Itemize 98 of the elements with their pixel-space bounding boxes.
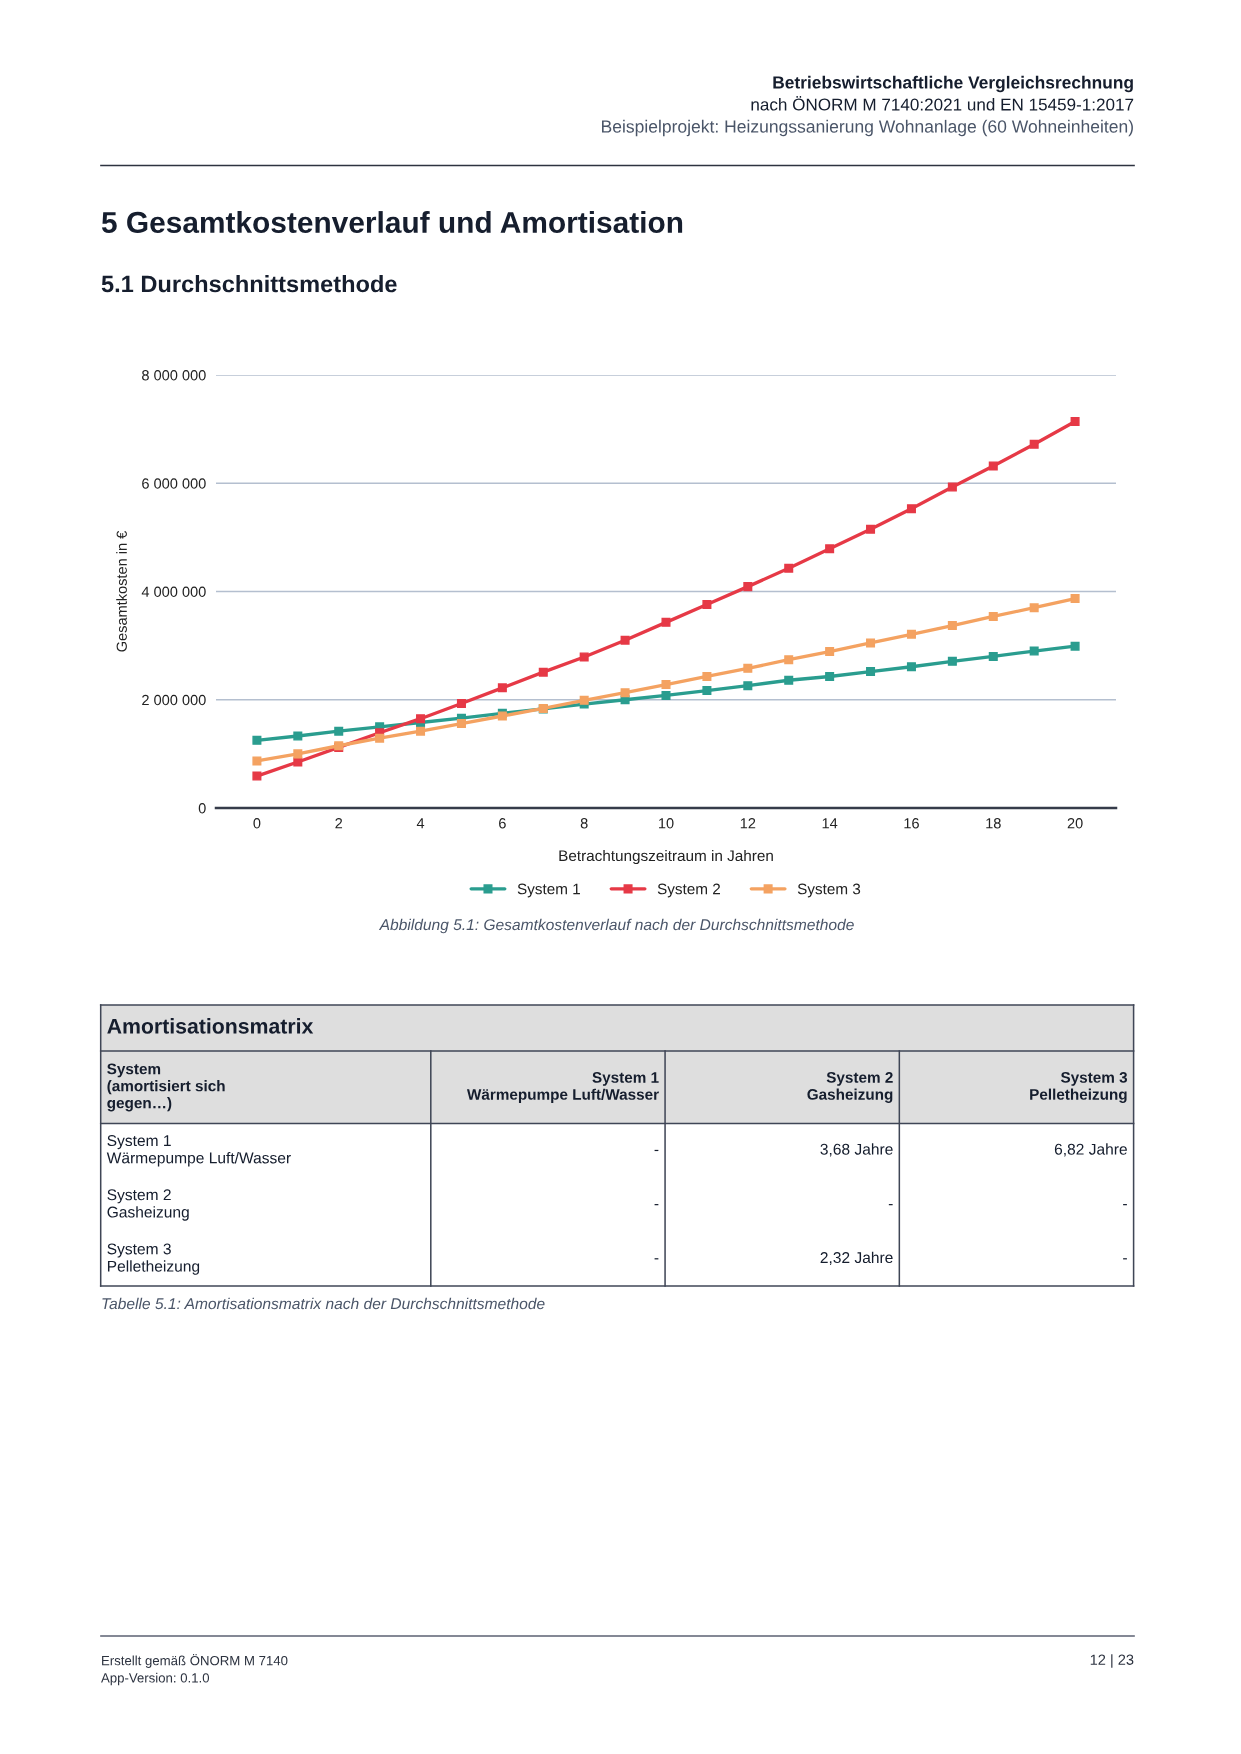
point xyxy=(947,482,957,492)
text: Betriebswirtschaftliche Vergleichsrechnung xyxy=(773,75,1133,93)
point xyxy=(1029,603,1039,613)
point xyxy=(1070,641,1080,651)
text: Beispielprojekt: Heizungssanierung Wohnanlage (60 Wohneinheiten) xyxy=(602,119,1133,137)
point xyxy=(988,611,998,621)
point xyxy=(1070,417,1080,427)
y-tick-label: 0 xyxy=(198,803,206,814)
text: 3,68 Jahre xyxy=(820,1143,893,1157)
point xyxy=(702,599,712,610)
text: Erstellt gemäß ÖNORM M 7140 xyxy=(102,1654,288,1668)
point xyxy=(456,699,466,709)
point xyxy=(252,756,262,766)
point xyxy=(293,757,303,767)
text: 6,82 Jahre xyxy=(1054,1143,1127,1157)
point xyxy=(866,667,876,677)
point xyxy=(825,544,835,554)
point xyxy=(252,735,262,745)
text: Tabelle 5.1: Amortisationsmatrix nach der Durchschnittsmethode xyxy=(102,1297,545,1310)
point xyxy=(1029,439,1039,449)
point xyxy=(906,504,916,514)
point xyxy=(906,629,916,639)
x-axis-title: Betrachtungszeitraum in Jahren xyxy=(559,849,773,865)
x-tick-label: 2 xyxy=(335,818,343,829)
x-tick-label: 16 xyxy=(904,818,919,829)
point xyxy=(661,690,671,700)
point xyxy=(334,726,344,736)
point xyxy=(1029,646,1039,656)
x-tick-label: 12 xyxy=(740,818,756,829)
point xyxy=(906,662,916,672)
point xyxy=(497,683,507,693)
y-tick-label: 2 000 000 xyxy=(142,694,206,706)
point xyxy=(784,655,794,665)
text: 2,32 Jahre xyxy=(820,1251,893,1265)
category-label: System 1 Wärmepumpe Luft/Wasser xyxy=(466,1072,659,1103)
x-tick-label: 20 xyxy=(1067,818,1083,829)
x-tick-label: 10 xyxy=(659,818,674,829)
text: nach ÖNORM M 7140:2021 und EN 15459-1:2017 xyxy=(751,96,1134,111)
point xyxy=(293,731,303,741)
x-tick-label: 6 xyxy=(499,818,506,829)
point xyxy=(825,671,835,681)
point xyxy=(988,461,998,471)
x-tick-label: 18 xyxy=(986,818,1001,829)
point xyxy=(252,771,262,781)
point xyxy=(620,635,630,645)
text: Abbildung 5.1: Gesamtkostenverlauf nach der Durchschnittsmethode xyxy=(378,918,854,934)
point xyxy=(947,621,957,631)
point xyxy=(456,719,466,729)
category-label: System 1 Wärmepumpe Luft/Wasser xyxy=(106,1135,291,1167)
text: - xyxy=(1123,1258,1127,1260)
point xyxy=(988,651,998,661)
text: - xyxy=(654,1149,659,1152)
point xyxy=(866,524,876,534)
point xyxy=(579,652,589,662)
point xyxy=(702,686,712,696)
category-label: System 2 Gasheizung xyxy=(807,1071,893,1103)
chart-title: 5 Gesamtkostenverlauf und Amortisation xyxy=(101,211,683,234)
point xyxy=(866,638,876,648)
y-tick-label: 8 000 000 xyxy=(142,370,206,381)
point xyxy=(1070,594,1080,604)
text: - xyxy=(654,1204,659,1206)
text: Amortisationsmatrix xyxy=(107,1018,314,1034)
point xyxy=(825,647,835,657)
text: - xyxy=(1123,1204,1127,1206)
point xyxy=(620,688,630,698)
point xyxy=(416,726,426,736)
point xyxy=(538,667,548,677)
text: App-Version: 0.1.0 xyxy=(101,1672,210,1686)
point xyxy=(784,563,794,573)
category-label: System 2 Gasheizung xyxy=(107,1189,189,1221)
x-tick-label: 0 xyxy=(253,818,261,829)
legend-label: System 3 xyxy=(797,883,861,898)
x-tick-label: 14 xyxy=(822,818,838,829)
legend-label: System 1 xyxy=(517,883,580,898)
point xyxy=(743,681,753,691)
legend-label: System 2 xyxy=(657,883,720,898)
x-tick-label: 4 xyxy=(416,818,425,829)
text: 12 | 23 xyxy=(1090,1654,1134,1668)
x-tick-label: 8 xyxy=(580,818,588,829)
chart-subtitle: 5.1 Durchschnittsmethode xyxy=(101,275,397,293)
category-label: System 3 Pelletheizung xyxy=(107,1243,200,1275)
point xyxy=(743,663,753,673)
point xyxy=(375,733,385,743)
point xyxy=(702,671,712,681)
point xyxy=(743,582,753,592)
point xyxy=(784,675,794,685)
point xyxy=(947,656,957,666)
point xyxy=(579,695,589,705)
point xyxy=(661,680,671,690)
text: - xyxy=(888,1204,893,1206)
y-tick-label: 6 000 000 xyxy=(142,478,206,489)
text: System (amortisiert sich gegen…) xyxy=(107,1063,225,1112)
point xyxy=(293,749,303,759)
category-label: System 3 Pelletheizung xyxy=(1030,1071,1128,1103)
text: - xyxy=(654,1258,659,1260)
point xyxy=(661,617,671,627)
y-tick-label: 4 000 000 xyxy=(141,586,206,597)
y-axis-title: Gesamtkosten in € xyxy=(116,530,127,652)
